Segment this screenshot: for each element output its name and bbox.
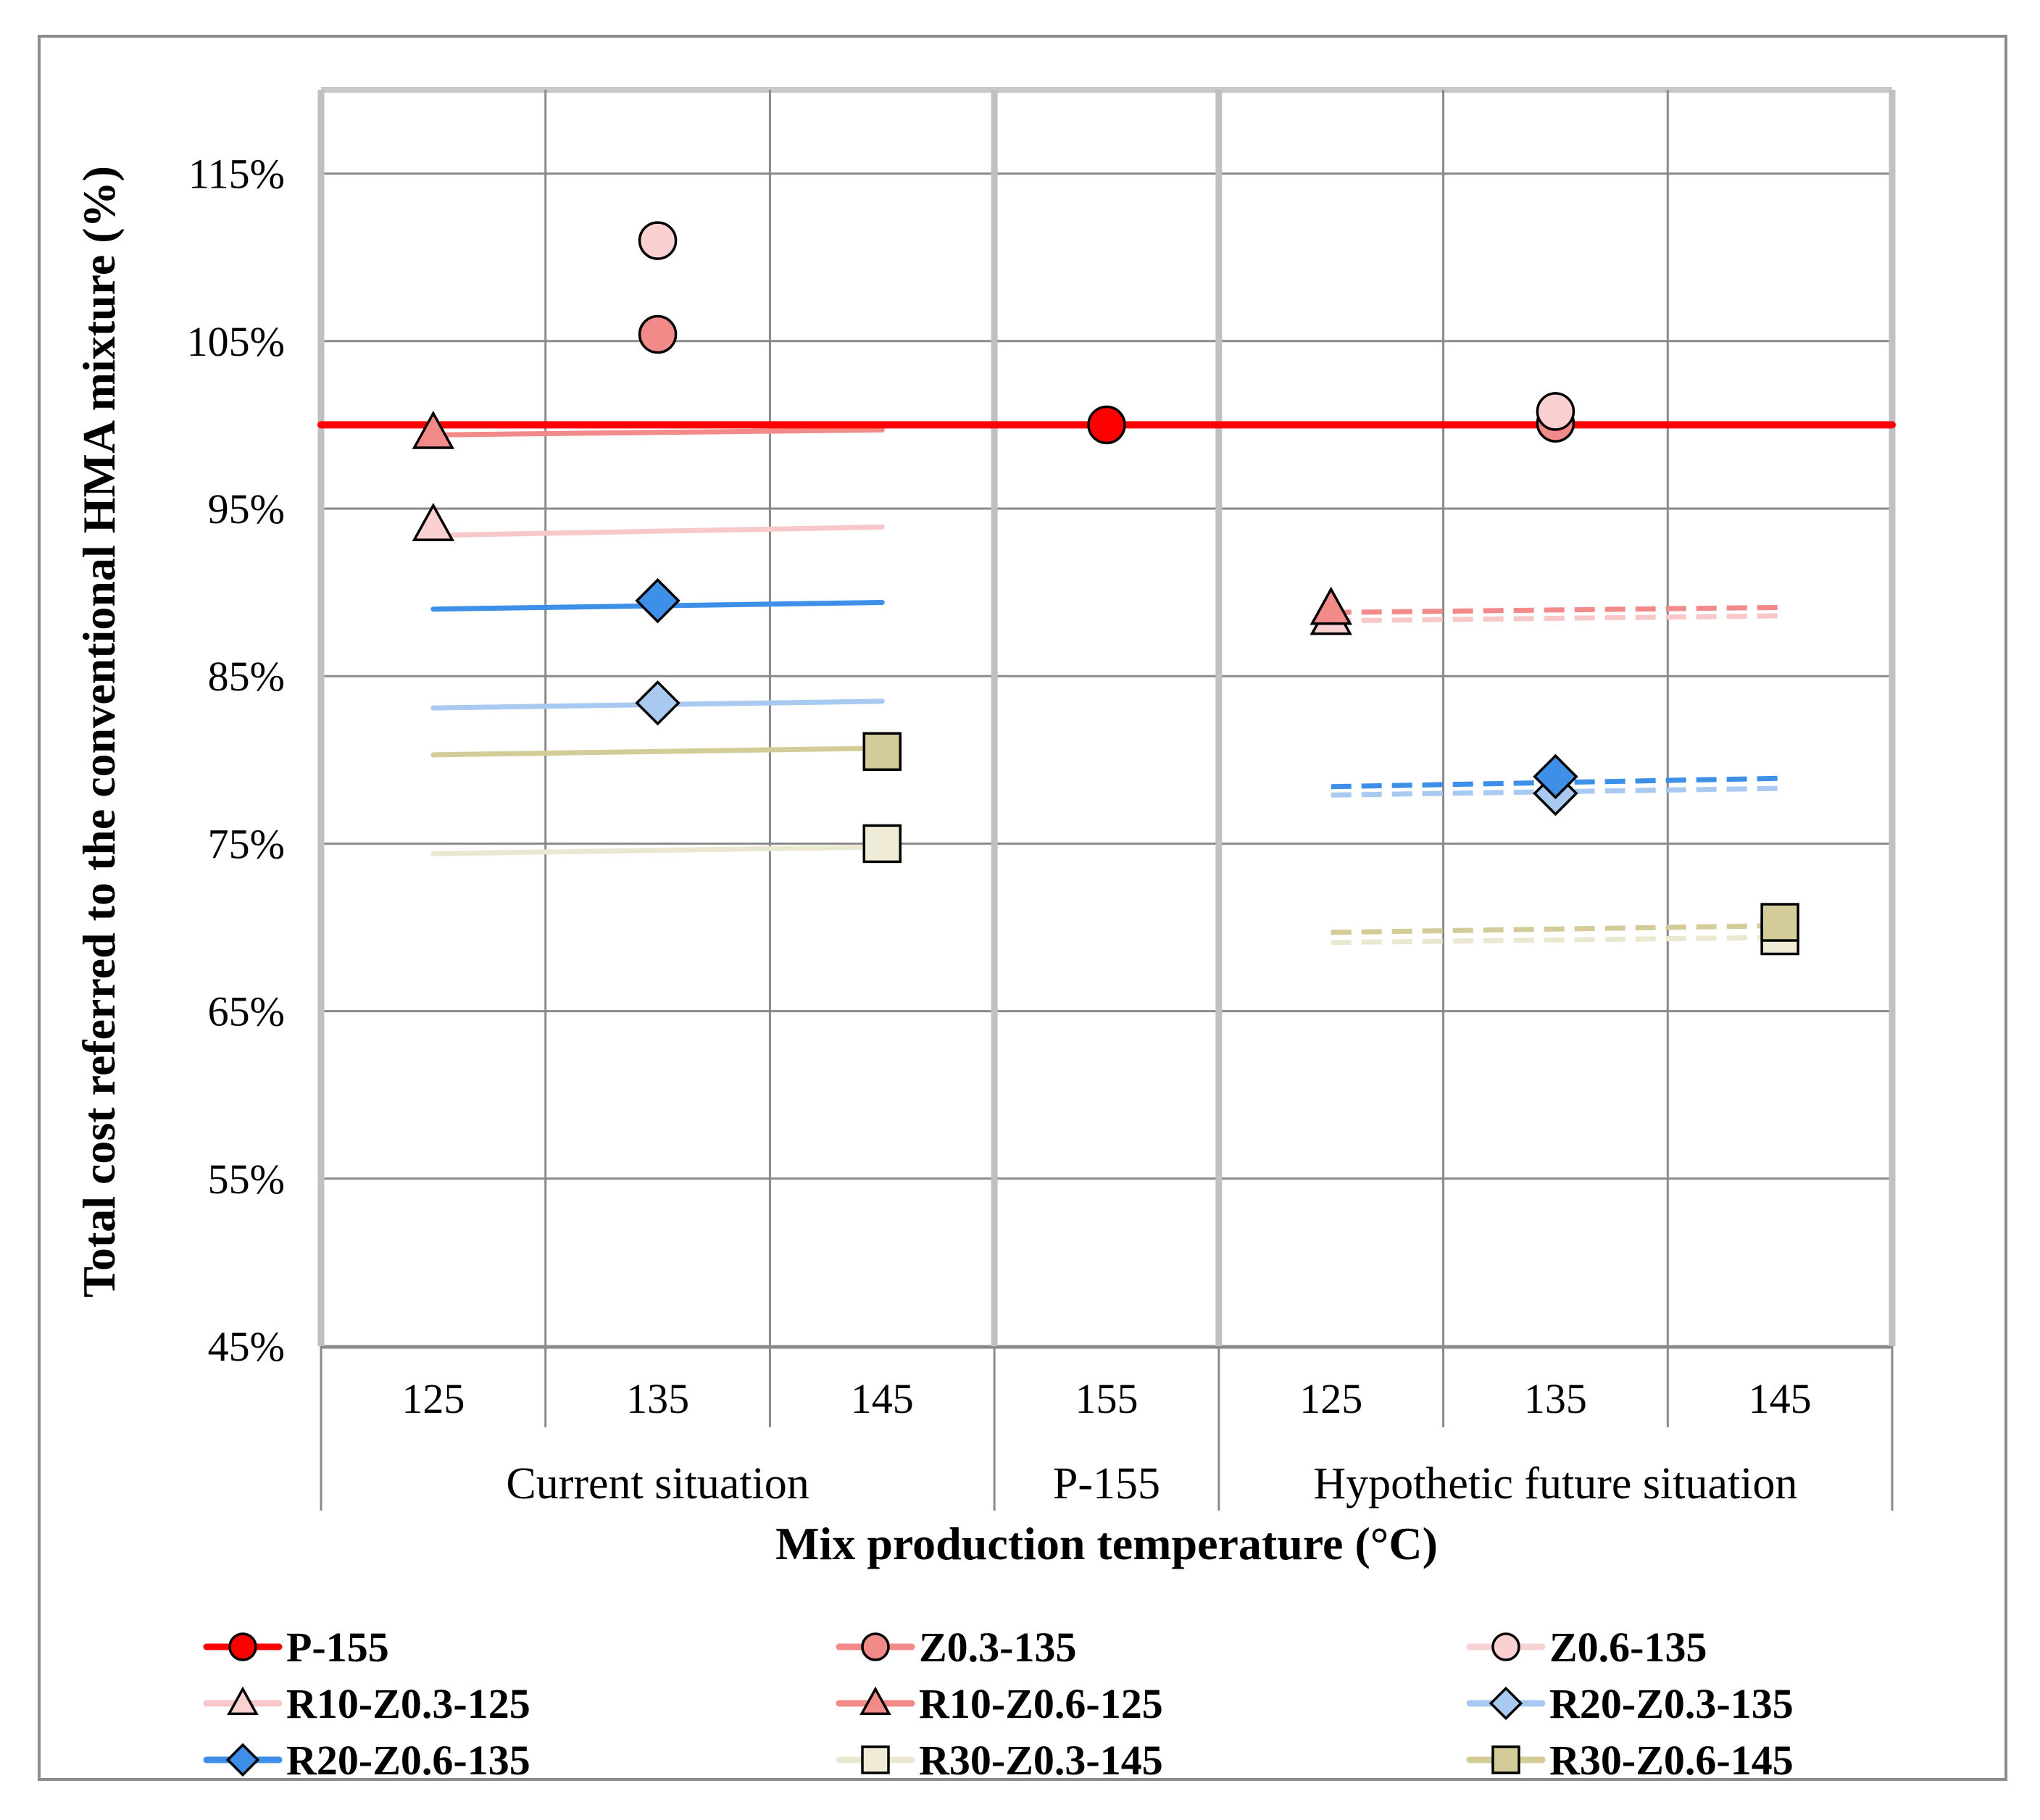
x-tick-label: 125 — [401, 1375, 465, 1422]
legend-marker — [1489, 1686, 1523, 1721]
series-line — [1331, 935, 1781, 946]
legend-marker — [227, 1686, 259, 1716]
tick-layer: 45% 55% 65% 75% 85% 95% 105% 115% 125 135 145 155 12… — [187, 151, 1812, 1508]
data-point — [1310, 586, 1352, 625]
series-line — [1331, 613, 1781, 624]
data-point — [412, 410, 455, 449]
x-tick-label: 155 — [1075, 1375, 1138, 1422]
figure-frame — [38, 35, 2007, 1781]
legend-label: P-155 — [286, 1624, 389, 1671]
data-point — [638, 314, 678, 354]
x-group-label: Hypothetic future situation — [1313, 1459, 1797, 1508]
legend-marker — [859, 1686, 891, 1716]
y-tick-label: 55% — [208, 1156, 285, 1203]
data-point — [412, 503, 455, 541]
data-point — [638, 221, 678, 260]
legend-label: R10-Z0.6-125 — [919, 1680, 1163, 1727]
legend-label: R20-Z0.6-135 — [286, 1737, 530, 1784]
y-tick-label: 75% — [208, 820, 285, 867]
legend-marker — [861, 1745, 890, 1774]
legend-label: R20-Z0.3-135 — [1549, 1680, 1794, 1727]
x-group-label: P-155 — [1053, 1459, 1160, 1508]
legend-marker — [1491, 1632, 1520, 1661]
series-line — [1331, 923, 1781, 935]
data-point — [635, 577, 680, 624]
data-point — [1087, 405, 1126, 445]
y-axis-title: Total cost referred to the conventional … — [73, 166, 125, 1298]
grid-layer — [317, 87, 1896, 1511]
legend-label: R30-Z0.6-145 — [1549, 1737, 1794, 1784]
y-tick-label: 85% — [208, 653, 285, 700]
legend-label: R10-Z0.3-125 — [286, 1680, 530, 1727]
x-tick-label: 135 — [1524, 1375, 1587, 1422]
x-tick-label: 135 — [626, 1375, 689, 1422]
legend-marker — [225, 1742, 260, 1777]
legend-label: Z0.3-135 — [919, 1624, 1077, 1671]
x-axis-title: Mix production temperature (°C) — [775, 1518, 1438, 1569]
series-layer — [317, 221, 1896, 956]
legend-marker — [861, 1632, 890, 1661]
series-line — [1331, 604, 1781, 615]
data-point — [862, 732, 902, 771]
legend-marker — [228, 1632, 257, 1661]
data-point — [635, 680, 680, 726]
y-tick-label: 65% — [208, 988, 285, 1035]
y-tick-label: 45% — [208, 1323, 285, 1370]
data-point — [1760, 903, 1799, 942]
series-line — [430, 746, 885, 758]
series-line — [430, 524, 885, 538]
x-group-label: Current situation — [506, 1459, 809, 1508]
data-point — [1533, 754, 1578, 800]
legend-marker — [1491, 1745, 1520, 1774]
y-tick-label: 95% — [208, 485, 285, 533]
x-tick-label: 145 — [851, 1375, 914, 1422]
legend-label: Z0.6-135 — [1549, 1624, 1707, 1671]
series-line — [430, 844, 885, 856]
data-point — [862, 824, 902, 864]
y-tick-label: 105% — [187, 318, 285, 365]
series-line — [430, 427, 885, 438]
x-tick-label: 125 — [1299, 1375, 1362, 1422]
legend: P-155 Z0.3-135 Z0.6-135 R10-Z0.3-125 R10-Z0.… — [203, 1624, 1794, 1784]
x-tick-label: 145 — [1749, 1375, 1812, 1422]
y-tick-label: 115% — [188, 151, 285, 198]
data-point — [1536, 392, 1575, 431]
legend-label: R30-Z0.3-145 — [919, 1737, 1163, 1784]
